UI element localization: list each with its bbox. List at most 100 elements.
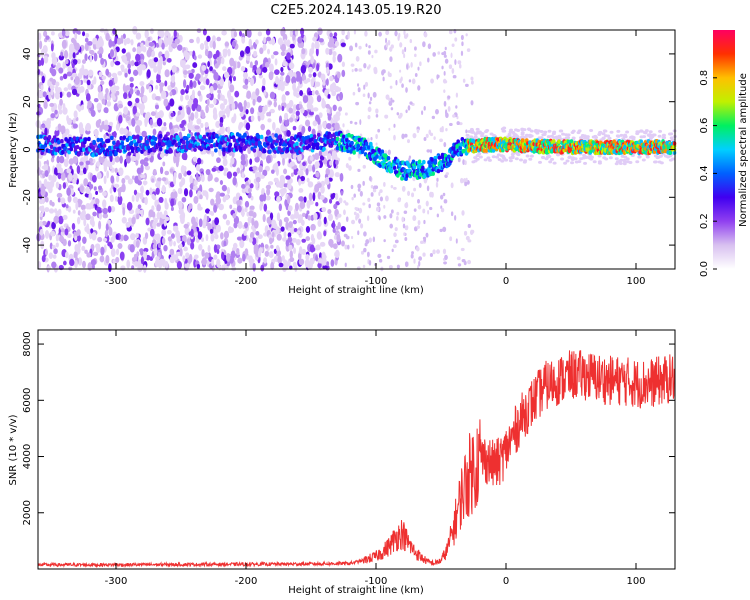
spectrogram-speckle <box>366 66 370 70</box>
spectrogram-speckle <box>383 239 386 243</box>
spectrogram-speckle <box>58 215 64 225</box>
spectrogram-speckle <box>105 32 110 41</box>
spectrogram-speckle <box>136 126 140 134</box>
spectrogram-speckle <box>226 109 230 118</box>
spectrogram-speckle <box>277 104 281 111</box>
spectrogram-speckle <box>161 237 166 245</box>
spectrogram-speckle <box>332 50 337 57</box>
spectrogram-speckle <box>108 226 113 236</box>
spectrogram-speckle <box>295 110 300 116</box>
spectrogram-speckle <box>280 43 287 52</box>
spectrogram-speckle <box>118 200 123 206</box>
spectrogram-ridge-cell <box>114 151 118 157</box>
spectrogram-speckle <box>384 114 389 119</box>
spectrogram-speckle <box>178 208 184 215</box>
spectrogram-speckle <box>148 41 155 47</box>
spectrogram-speckle <box>625 130 630 134</box>
spectrogram-speckle <box>171 65 177 73</box>
spectrogram-speckle <box>451 43 455 47</box>
spectrogram-speckle <box>74 32 78 40</box>
spectrogram-speckle <box>122 83 126 93</box>
spectrogram-speckle <box>213 244 218 253</box>
spectrogram-ridge-cell <box>185 140 190 145</box>
spectrogram-speckle <box>426 185 430 192</box>
spectrogram-speckle <box>443 141 447 148</box>
spectrogram-speckle <box>38 180 42 188</box>
spectrogram-ridge-cell <box>259 134 264 140</box>
spectrogram-speckle <box>269 108 276 114</box>
spectrogram-speckle <box>67 66 73 74</box>
spectrogram-speckle <box>55 126 59 131</box>
spectrogram-ridge-cell <box>187 133 191 138</box>
spectrogram-speckle <box>280 66 284 73</box>
spectrogram-speckle <box>226 186 231 195</box>
spectrogram-speckle <box>58 67 64 74</box>
spectrogram-speckle <box>166 229 172 235</box>
spectrogram-speckle <box>285 75 291 84</box>
spectrogram-speckle <box>77 257 83 266</box>
spectrogram-speckle <box>79 86 85 93</box>
spectrogram-speckle <box>466 48 471 53</box>
spectrogram-speckle <box>156 42 160 48</box>
spectrogram-speckle <box>597 154 602 158</box>
spectrogram-speckle <box>169 91 173 97</box>
spectrogram-speckle <box>343 200 347 204</box>
spectrogram-speckle <box>229 84 235 93</box>
spectrogram-speckle <box>371 54 374 59</box>
spectrogram-speckle <box>66 91 72 98</box>
spectrogram-speckle <box>249 183 254 189</box>
spectrogram-speckle <box>410 253 414 259</box>
spectrogram-speckle <box>85 93 91 102</box>
spectrogram-speckle <box>630 154 635 158</box>
spectrogram-speckle <box>238 30 243 37</box>
spectrogram-speckle <box>71 72 78 78</box>
spectrogram-speckle <box>132 69 139 76</box>
spectrogram-speckle <box>51 201 55 207</box>
spectrogram-speckle <box>265 129 271 137</box>
spectrogram-speckle <box>247 146 252 155</box>
spectrogram-speckle <box>143 251 148 257</box>
spectrogram-speckle <box>254 60 259 66</box>
spectrogram-ridge-cell <box>132 135 137 140</box>
spectrogram-speckle <box>42 91 47 98</box>
spectrogram-speckle <box>278 115 283 124</box>
spectrogram-speckle <box>289 161 295 167</box>
spectrogram-speckle <box>207 50 213 59</box>
spectrogram-speckle <box>51 174 57 183</box>
spectrogram-speckle <box>245 46 251 54</box>
spectrogram-speckle <box>367 114 371 120</box>
spectrogram-speckle <box>183 70 188 75</box>
spectrogram-speckle <box>357 87 361 93</box>
spectrogram-ridge-cell <box>417 159 422 164</box>
spectrogram-speckle <box>199 85 206 91</box>
spectrogram-ridge-cell <box>287 143 292 148</box>
spectrogram-speckle <box>189 132 194 137</box>
spectrogram-speckle <box>322 254 327 260</box>
spectrogram-speckle <box>160 258 166 266</box>
spectrogram-speckle <box>292 104 297 112</box>
spectrogram-speckle <box>387 39 391 46</box>
spectrogram-speckle <box>311 89 315 96</box>
spectrogram-speckle <box>376 202 381 207</box>
spectrogram-speckle <box>199 43 205 51</box>
spectrogram-speckle <box>101 75 107 80</box>
spectrogram-speckle <box>292 34 296 41</box>
spectrogram-speckle <box>72 178 77 185</box>
spectrogram-speckle <box>193 254 199 259</box>
spectrogram-speckle <box>115 90 120 96</box>
spectrogram-speckle <box>149 187 153 196</box>
spectrogram-speckle <box>163 122 167 127</box>
spectrogram-speckle <box>375 142 378 146</box>
spectrogram-speckle <box>111 131 117 137</box>
spectrogram-ridge-cell <box>422 159 426 165</box>
spectrogram-speckle <box>129 244 135 253</box>
spectrogram-speckle <box>214 177 219 183</box>
spectrogram-speckle <box>635 132 640 136</box>
spectrogram-speckle <box>178 106 183 111</box>
spectrogram-speckle <box>97 90 104 100</box>
spectrogram-speckle <box>118 103 124 109</box>
spectrogram-speckle <box>603 129 608 133</box>
spectrogram-speckle <box>417 66 420 71</box>
spectrogram-speckle <box>123 234 129 242</box>
spectrogram-speckle <box>253 220 259 229</box>
